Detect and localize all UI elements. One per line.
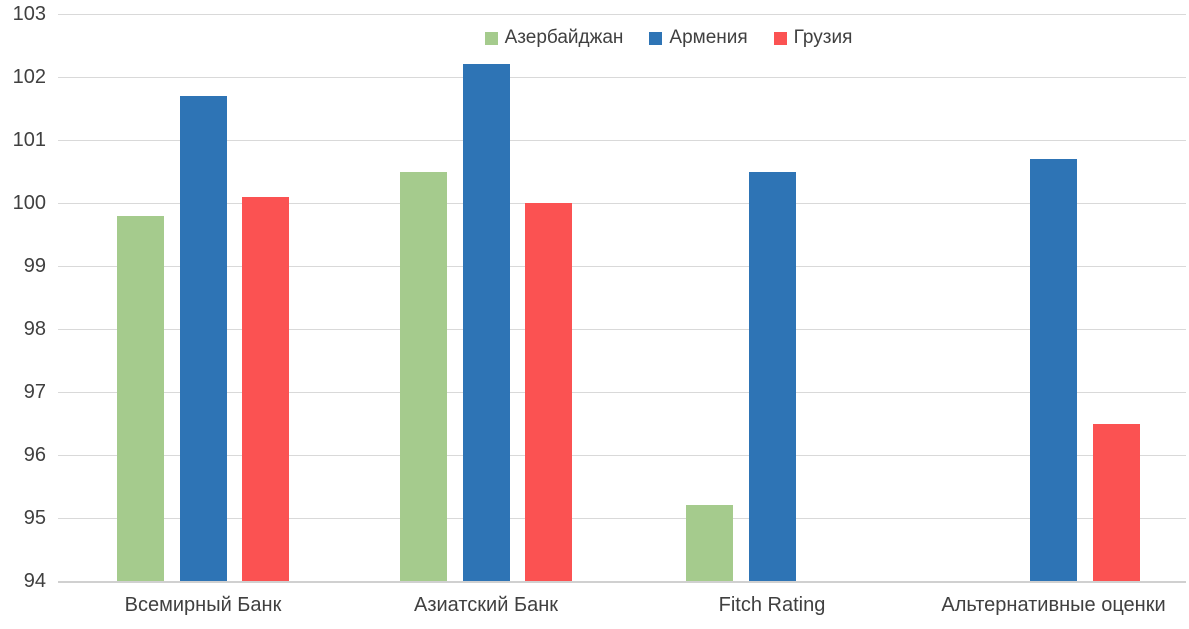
- y-tick-label-97: 97: [23, 381, 46, 403]
- y-tick-label-96: 96: [23, 444, 46, 466]
- y-tick-label-94: 94: [23, 570, 46, 592]
- bar-s1-c2: [400, 171, 447, 581]
- legend-item-label: Грузия: [793, 27, 853, 48]
- y-tick-label-99: 99: [23, 255, 46, 277]
- y-tick-label-100: 100: [12, 192, 46, 214]
- legend-item-label: Азербайджан: [504, 27, 624, 48]
- legend-item-label: Армения: [669, 27, 748, 48]
- gridline-103: [58, 14, 1186, 15]
- gridline-96: [58, 455, 1186, 456]
- gridline-95: [58, 518, 1186, 519]
- gridline-101: [58, 140, 1186, 141]
- legend-item-3: Грузия: [773, 27, 853, 49]
- gridline-99: [58, 266, 1186, 267]
- bar-s2-c2: [462, 64, 510, 581]
- legend-swatch-icon: [484, 31, 498, 45]
- y-tick-label-95: 95: [23, 507, 46, 529]
- legend-swatch-icon: [649, 31, 663, 45]
- y-tick-label-101: 101: [12, 129, 46, 151]
- x-category-label-3: Fitch Rating: [718, 594, 826, 616]
- gridline-100: [58, 203, 1186, 204]
- legend-item-1: Азербайджан: [484, 27, 624, 49]
- gridline-98: [58, 329, 1186, 330]
- y-tick-label-98: 98: [23, 318, 46, 340]
- legend-swatch-icon: [773, 31, 787, 45]
- chart-legend: Азербайджан Армения Грузия: [74, 27, 1189, 49]
- legend-item-2: Армения: [649, 27, 748, 49]
- bar-s2-c4: [1030, 158, 1077, 581]
- bar-s3-c4: [1092, 423, 1140, 581]
- bar-s1-c3: [686, 505, 733, 581]
- gridline-97: [58, 392, 1186, 393]
- x-category-label-1: Всемирный Банк: [124, 594, 282, 616]
- bar-s2-c3: [748, 171, 796, 581]
- x-category-label-2: Азиатский Банк: [414, 594, 558, 616]
- y-tick-label-103: 103: [12, 3, 46, 25]
- bar-s2-c1: [179, 95, 227, 581]
- x-axis-line: [58, 581, 1186, 583]
- x-category-label-4: Альтернативные оценки: [941, 594, 1166, 616]
- bar-s3-c1: [242, 196, 289, 581]
- gridline-102: [58, 77, 1186, 78]
- y-tick-label-102: 102: [12, 66, 46, 88]
- bar-s1-c1: [117, 215, 164, 581]
- bar-s3-c2: [525, 203, 572, 581]
